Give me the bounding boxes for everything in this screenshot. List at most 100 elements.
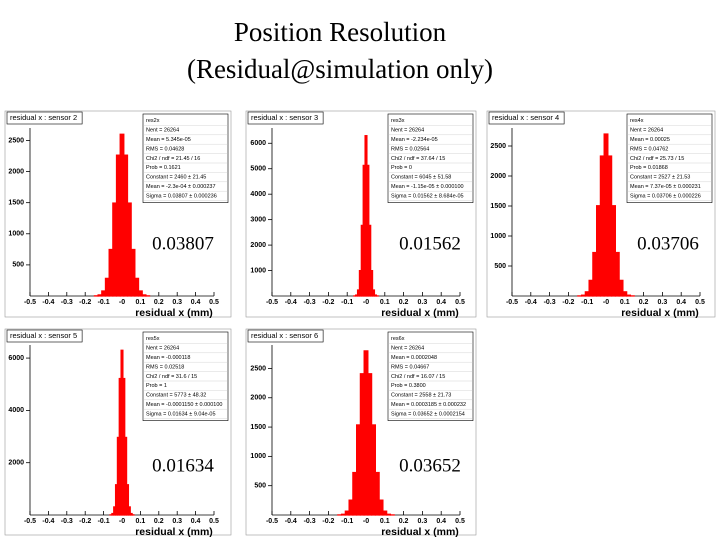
y-tick-label: 500 (12, 262, 24, 269)
stats-line: Constant = 2558 ± 21.73 (391, 393, 451, 399)
x-tick-label: -0.1 (581, 299, 593, 306)
stats-line: Mean = 5.345e-05 (146, 137, 191, 143)
x-tick-label: 0.3 (418, 518, 428, 525)
stats-line: Mean = 0.00025 (630, 137, 670, 143)
stats-line: Nent = 26264 (391, 346, 424, 352)
y-tick-label: 1000 (490, 233, 506, 240)
stats-line: res3x (391, 118, 405, 124)
histogram-bar (134, 277, 140, 297)
x-tick-label: -0.1 (98, 299, 110, 306)
histogram-panel: 500 1000 1500 2000 2500 -0.5 -0.4 -0.3 -0.2 -0.1 -… (245, 328, 477, 538)
stats-line: Mean = -0.000118 (146, 355, 190, 361)
histogram-bar (137, 290, 143, 297)
x-tick-label: -0 (603, 299, 609, 306)
x-tick-label: -0.5 (24, 299, 36, 306)
stats-line: RMS = 0.04762 (630, 146, 668, 152)
x-tick-label: -0.5 (24, 518, 36, 525)
y-tick-label: 500 (254, 483, 266, 490)
x-tick-label: 0.5 (209, 518, 219, 525)
y-tick-label: 2000 (490, 173, 506, 180)
x-tick-label: -0.1 (98, 518, 110, 525)
x-axis-label: residual x (mm) (135, 307, 213, 319)
histogram-panel: 500 1000 1500 2000 2500 -0.5 -0.4 -0.3 -0.2 -0.1 -… (4, 110, 232, 319)
histogram-bar (614, 251, 620, 297)
y-tick-label: 6000 (8, 355, 24, 362)
x-tick-label: -0.2 (79, 518, 91, 525)
y-tick-label: 2000 (8, 460, 24, 467)
stats-line: Chi2 / ndf = 31.6 / 15 (146, 374, 197, 380)
x-tick-label: 0.2 (639, 299, 649, 306)
x-tick-label: -0.4 (42, 518, 54, 525)
x-tick-label: 0.4 (436, 518, 446, 525)
stats-line: Prob = 0.01868 (630, 165, 668, 171)
histogram-bar (125, 484, 130, 516)
stats-line: Mean = -2.234e-05 (391, 137, 438, 143)
histogram-bar (611, 205, 617, 297)
x-tick-label: 0.5 (455, 518, 465, 525)
x-tick-label: 0.1 (136, 518, 146, 525)
x-tick-label: 0.1 (136, 299, 146, 306)
stats-line: RMS = 0.02518 (146, 364, 184, 370)
x-tick-label: -0.1 (341, 518, 353, 525)
slide-title: Position Resolution (234, 17, 447, 47)
histogram-bar (378, 499, 384, 516)
x-tick-label: 0.1 (380, 518, 390, 525)
histogram-panel: 2000 4000 6000 -0.5 -0.4 -0.3 -0.2 -0.1 -0 0.1 0.2… (4, 328, 232, 538)
x-tick-label: -0.5 (266, 299, 278, 306)
x-tick-label: 0.3 (418, 299, 428, 306)
y-tick-label: 2000 (8, 168, 24, 175)
x-tick-label: -0.3 (61, 518, 73, 525)
x-tick-label: -0 (119, 299, 125, 306)
x-tick-label: -0.4 (285, 518, 297, 525)
x-tick-label: 0.2 (399, 518, 409, 525)
x-tick-label: -0.2 (562, 299, 574, 306)
y-tick-label: 1000 (250, 453, 266, 460)
x-tick-label: 0.1 (620, 299, 630, 306)
histogram-bar (374, 471, 380, 516)
panel-title-box (488, 111, 565, 125)
stats-line: Nent = 26264 (630, 128, 663, 134)
x-tick-label: -0 (363, 518, 369, 525)
stats-line: Prob = 0.1621 (146, 165, 181, 171)
y-tick-label: 6000 (250, 140, 266, 147)
x-tick-label: -0.4 (285, 299, 297, 306)
x-axis-label: residual x (mm) (135, 526, 213, 538)
histogram-panel: 1000 2000 3000 4000 5000 6000 -0.5 -0.4 -0.3 -0.2… (245, 110, 477, 319)
stats-line: res5x (146, 336, 160, 342)
y-tick-label: 3000 (250, 216, 266, 223)
stats-line: Chi2 / ndf = 25.73 / 15 (630, 156, 684, 162)
x-tick-label: -0.3 (304, 518, 316, 525)
histogram-bar (124, 436, 128, 516)
sigma-annotation: 0.03706 (637, 233, 699, 254)
stats-box (626, 113, 713, 203)
y-tick-label: 4000 (8, 407, 24, 414)
x-tick-label: -0.5 (506, 299, 518, 306)
x-tick-label: -0.1 (341, 299, 353, 306)
histogram-bar (368, 224, 372, 297)
x-tick-label: -0 (363, 299, 369, 306)
stats-line: Chi2 / ndf = 37.64 / 15 (391, 156, 445, 162)
stats-line: Chi2 / ndf = 21.45 / 16 (146, 156, 200, 162)
x-tick-label: -0 (119, 518, 125, 525)
panel-title: residual x : sensor 5 (10, 331, 77, 340)
stats-line: Sigma = 0.01634 ± 9.04e-05 (146, 411, 216, 417)
x-tick-label: -0.5 (266, 518, 278, 525)
x-tick-label: 0.3 (172, 518, 182, 525)
x-tick-label: 0.4 (191, 299, 201, 306)
x-tick-label: 0.4 (191, 518, 201, 525)
x-tick-label: 0.3 (172, 299, 182, 306)
stats-line: Prob = 1 (146, 383, 167, 389)
stats-line: res6x (391, 336, 405, 342)
x-tick-label: -0.3 (61, 299, 73, 306)
x-tick-label: 0.4 (436, 299, 446, 306)
panel-title: residual x : sensor 3 (251, 113, 318, 122)
stats-line: Mean = 0.0003185 ± 0.000232 (391, 402, 466, 408)
x-tick-label: -0.4 (42, 299, 54, 306)
x-tick-label: 0.2 (399, 299, 409, 306)
x-tick-label: -0.3 (304, 299, 316, 306)
panel-title: residual x : sensor 2 (10, 113, 77, 122)
stats-line: Constant = 2527 ± 21.53 (630, 175, 690, 181)
y-tick-label: 1000 (250, 267, 266, 274)
sigma-annotation: 0.03807 (152, 233, 214, 254)
